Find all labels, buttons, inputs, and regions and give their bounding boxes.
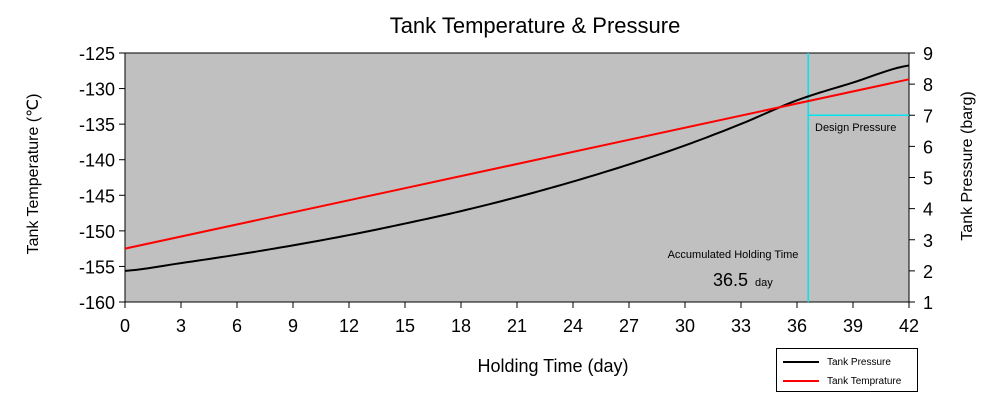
y-left-tick-label: -130	[79, 80, 115, 100]
legend-swatch-pressure	[783, 361, 819, 363]
x-tick-label: 27	[619, 316, 639, 336]
y-left-tick-label: -125	[79, 44, 115, 64]
holding-time-annotation: Accumulated Holding Time	[668, 249, 799, 261]
y-right-tick-label: 4	[923, 200, 933, 220]
x-tick-label: 18	[451, 316, 471, 336]
x-tick-label: 9	[288, 316, 298, 336]
y-axis-right-label: Tank Pressure (barg)	[959, 91, 976, 240]
legend-label-temperature: Tank Temprature	[827, 375, 902, 387]
y-left-tick-label: -160	[79, 293, 115, 313]
x-tick-label: 33	[731, 316, 751, 336]
x-tick-label: 24	[563, 316, 583, 336]
x-tick-label: 39	[843, 316, 863, 336]
holding-time-value: 36.5	[713, 270, 748, 290]
x-tick-label: 36	[787, 316, 807, 336]
x-tick-label: 12	[339, 316, 359, 336]
y-left-tick-label: -140	[79, 151, 115, 171]
y-left-tick-label: -150	[79, 222, 115, 242]
y-left-tick-label: -155	[79, 257, 115, 277]
design-pressure-annotation: Design Pressure	[815, 122, 896, 134]
holding-time-unit: day	[755, 277, 773, 289]
legend-item-temperature: Tank Temprature	[783, 374, 901, 388]
x-tick-label: 21	[507, 316, 527, 336]
y-right-tick-label: 8	[923, 75, 933, 95]
x-tick-label: 30	[675, 316, 695, 336]
x-axis-label: Holding Time (day)	[477, 356, 628, 376]
x-tick-label: 42	[899, 316, 919, 336]
y-left-tick-label: -145	[79, 186, 115, 206]
y-right-tick-label: 3	[923, 231, 933, 251]
legend-item-pressure: Tank Pressure	[783, 355, 891, 369]
x-tick-label: 3	[176, 316, 186, 336]
y-left-tick-label: -135	[79, 115, 115, 135]
legend-label-pressure: Tank Pressure	[827, 356, 891, 368]
legend-swatch-temperature	[783, 380, 819, 382]
y-right-tick-label: 2	[923, 262, 933, 282]
x-tick-label: 15	[395, 316, 415, 336]
x-tick-label: 0	[120, 316, 130, 336]
y-right-tick-label: 9	[923, 44, 933, 64]
chart-title: Tank Temperature & Pressure	[390, 13, 681, 38]
y-axis-left-label: Tank Temperature (℃)	[25, 94, 42, 255]
plot-area	[124, 52, 910, 303]
y-right-tick-label: 7	[923, 106, 933, 126]
y-right-tick-label: 1	[923, 293, 933, 313]
series-line-tank-temperature	[124, 78, 910, 250]
x-tick-label: 6	[232, 316, 242, 336]
legend: Tank Pressure Tank Temprature	[776, 348, 918, 392]
y-right-tick-label: 6	[923, 137, 933, 157]
y-right-tick-label: 5	[923, 169, 933, 189]
